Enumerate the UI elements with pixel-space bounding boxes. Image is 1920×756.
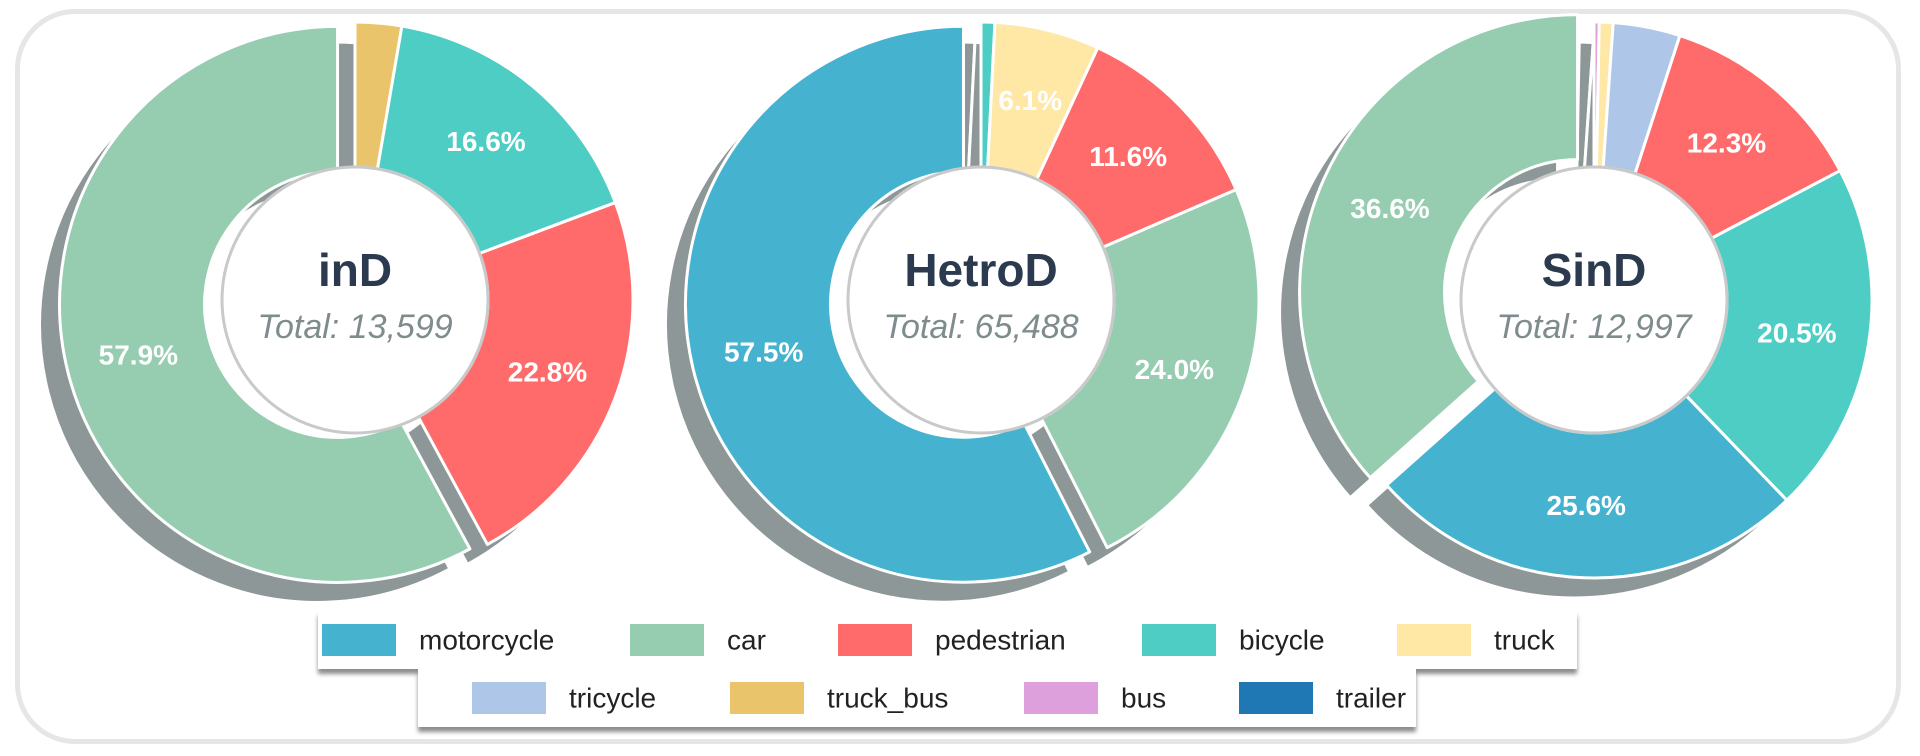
legend-item-bicycle: bicycle bbox=[1142, 624, 1325, 656]
chart-title: SinD bbox=[1542, 244, 1647, 296]
legend-swatch bbox=[1239, 682, 1313, 714]
chart-total: Total: 12,997 bbox=[1496, 308, 1692, 346]
legend-swatch bbox=[630, 624, 704, 656]
legend-label: truck bbox=[1494, 625, 1556, 656]
legend-label: tricycle bbox=[569, 683, 656, 714]
chart-total: Total: 65,488 bbox=[883, 308, 1078, 346]
percent-label-car: 57.9% bbox=[99, 339, 178, 370]
percent-label-pedestrian: 12.3% bbox=[1687, 127, 1766, 158]
percent-label-bicycle: 20.5% bbox=[1757, 317, 1836, 348]
percent-label-pedestrian: 22.8% bbox=[508, 357, 587, 388]
percent-label-motorcycle: 25.6% bbox=[1547, 490, 1626, 521]
legend-item-car: car bbox=[630, 624, 766, 656]
legend-item-pedestrian: pedestrian bbox=[838, 624, 1066, 656]
chart-total: Total: 13,599 bbox=[257, 308, 452, 346]
legend-item-trailer: trailer bbox=[1239, 682, 1406, 714]
donut-chart-sind: 12.3% 20.5% 25.6% 36.6% SinD Total: 12,997 bbox=[1278, 13, 1874, 600]
legend-swatch bbox=[1024, 682, 1098, 714]
legend-label: bus bbox=[1121, 683, 1166, 714]
legend-box bbox=[318, 611, 1577, 669]
chart-title: inD bbox=[318, 244, 392, 296]
legend-label: car bbox=[727, 625, 766, 656]
percent-label-bicycle: 16.6% bbox=[446, 126, 525, 157]
legend-swatch bbox=[730, 682, 804, 714]
slice-motorcycle bbox=[684, 24, 1092, 584]
legend-swatch bbox=[1397, 624, 1471, 656]
donut-chart-hetrod: 6.1% 11.6% 24.0% 57.5% HetroD Total: 65,488 bbox=[664, 20, 1261, 604]
legend-label: motorcycle bbox=[419, 625, 554, 656]
donut-chart-ind: 16.6% 22.8% 57.9% inD Total: 13,599 bbox=[38, 20, 635, 604]
percent-label-car: 24.0% bbox=[1135, 354, 1214, 385]
legend-swatch bbox=[1142, 624, 1216, 656]
percent-label-truck: 6.1% bbox=[998, 85, 1062, 116]
legend-item-tricycle: tricycle bbox=[472, 682, 656, 714]
percent-label-pedestrian: 11.6% bbox=[1089, 141, 1167, 172]
legend-item-motorcycle: motorcycle bbox=[322, 624, 554, 656]
legend-item-bus: bus bbox=[1024, 682, 1166, 714]
donut-center bbox=[220, 165, 490, 435]
chart-title: HetroD bbox=[904, 244, 1057, 296]
legend-item-truck: truck bbox=[1397, 624, 1556, 656]
slice-car bbox=[58, 24, 472, 584]
legend-label: truck_bus bbox=[827, 683, 948, 714]
legend-label: trailer bbox=[1336, 683, 1406, 714]
legend-label: pedestrian bbox=[935, 625, 1066, 656]
legend: motorcycle car pedestrian bicycle truck tricy… bbox=[318, 611, 1577, 727]
percent-label-car: 36.6% bbox=[1350, 193, 1429, 224]
slice-car bbox=[1298, 13, 1580, 480]
donut-center bbox=[1459, 165, 1729, 435]
legend-swatch bbox=[838, 624, 912, 656]
percent-label-motorcycle: 57.5% bbox=[724, 337, 803, 368]
donut-center bbox=[846, 165, 1116, 435]
legend-item-truck-bus: truck_bus bbox=[730, 682, 948, 714]
legend-swatch bbox=[322, 624, 396, 656]
legend-label: bicycle bbox=[1239, 625, 1325, 656]
legend-swatch bbox=[472, 682, 546, 714]
